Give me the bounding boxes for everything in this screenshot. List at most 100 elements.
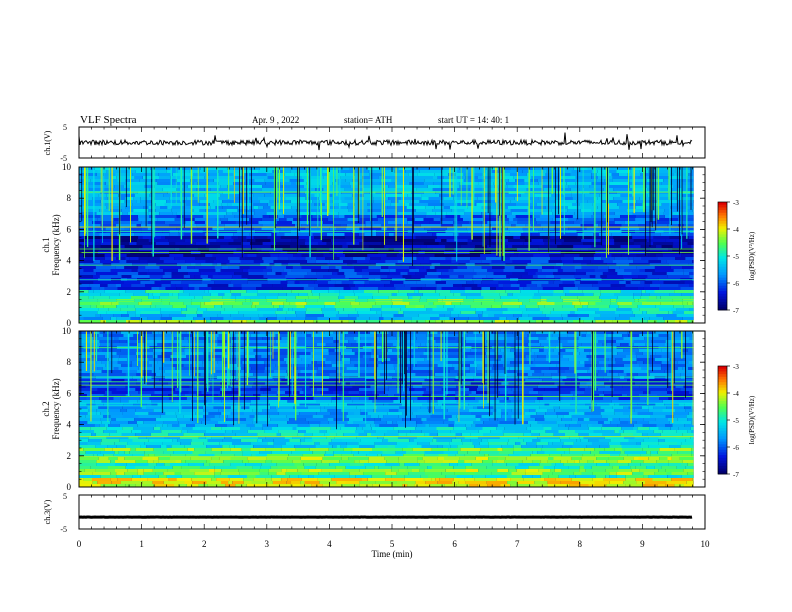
spectrogram-cell — [564, 176, 576, 179]
spectrogram-cell — [572, 302, 581, 305]
spectrogram-cell — [591, 209, 609, 212]
spectrogram-cell — [407, 221, 413, 224]
spectrogram-cell — [684, 281, 694, 284]
spectrogram-cell — [101, 439, 120, 442]
waveform-line — [78, 132, 693, 151]
spectrogram-cell — [390, 203, 405, 206]
spectrogram-cell — [266, 320, 288, 323]
spectrogram-cell — [508, 454, 520, 457]
spectrogram-cell — [79, 248, 99, 251]
spectrogram-cell — [553, 266, 561, 269]
spectrogram-cell — [129, 242, 137, 245]
spectrogram-cell — [297, 424, 310, 427]
spectrogram-cell — [412, 224, 421, 227]
spectrogram-cell — [469, 188, 484, 191]
spectrogram-cell — [369, 272, 390, 275]
spectrogram-cell — [465, 373, 477, 376]
spectrogram-cell — [292, 266, 302, 269]
spectrogram-cell — [160, 373, 176, 376]
spectrogram-cell — [388, 403, 402, 406]
spectrogram-cell — [374, 442, 397, 445]
spectrogram-cell — [100, 320, 106, 323]
spectrogram-cell — [472, 442, 480, 445]
spectrogram-cell — [551, 373, 561, 376]
spectrogram-cell — [184, 218, 195, 221]
spectrogram-cell — [501, 233, 521, 236]
spectrogram-cell — [262, 185, 283, 188]
spectrogram-cell — [561, 260, 574, 263]
spectrogram-cell — [100, 293, 120, 296]
spectrogram-cell — [691, 448, 694, 451]
spectrogram-cell — [259, 311, 276, 314]
spectrogram-cell — [535, 320, 554, 323]
spectrogram-cell — [294, 173, 311, 176]
spectrogram-cell — [449, 331, 464, 334]
spectrogram-cell — [119, 245, 125, 248]
spectrogram-cell — [152, 293, 160, 296]
spectrogram-cell — [559, 176, 565, 179]
spectrogram-cell — [642, 424, 657, 427]
spectrogram-cell — [191, 400, 207, 403]
spectrogram-cell — [198, 269, 216, 272]
spectrogram-cell — [177, 394, 185, 397]
spectrogram-cell — [463, 173, 483, 176]
spectrogram-cell — [195, 257, 216, 260]
spectrogram-cell — [314, 236, 325, 239]
spectrogram-cell — [369, 281, 391, 284]
spectrogram-cell — [447, 394, 456, 397]
spectrogram-cell — [198, 436, 206, 439]
spectrogram-cell — [668, 311, 673, 314]
spectrogram-cell — [242, 320, 247, 323]
spectrogram-cell — [493, 406, 507, 409]
spectrogram-cell — [183, 290, 205, 293]
spectrogram-cell — [688, 236, 694, 239]
spectrogram-cell — [151, 302, 163, 305]
spectrogram-cell — [131, 361, 149, 364]
spectrogram-cell — [207, 212, 227, 215]
spectrogram-cell — [312, 415, 324, 418]
spectrogram-cell — [553, 308, 567, 311]
spectrogram-cell — [190, 442, 204, 445]
spectrogram-cell — [543, 427, 552, 430]
spectrogram-cell — [282, 185, 304, 188]
spectrogram-cell — [617, 203, 630, 206]
spectrogram-cell — [573, 167, 588, 170]
spectrogram-cell — [394, 182, 410, 185]
spectrogram-cell — [231, 385, 253, 388]
spectrogram-cell — [632, 427, 638, 430]
spectrogram-cell — [323, 176, 341, 179]
spectrogram-cell — [594, 394, 600, 397]
spectrogram-cell — [93, 373, 107, 376]
spectrogram-cell — [559, 394, 574, 397]
spectrogram-cell — [686, 188, 694, 191]
spectrogram-cell — [633, 239, 647, 242]
spectrogram-cell — [417, 397, 437, 400]
spectrogram-cell — [109, 200, 121, 203]
spectrogram-cell — [370, 257, 381, 260]
spectrogram-cell — [208, 182, 219, 185]
spectrogram-cell — [192, 451, 206, 454]
spectrogram-cell — [661, 260, 667, 263]
spectrogram-cell — [645, 388, 667, 391]
spectrogram-cell — [184, 194, 194, 197]
spectrogram-cell — [237, 364, 250, 367]
spectrogram-cell — [366, 454, 378, 457]
spectrogram-cell — [147, 260, 164, 263]
spectrogram-cell — [541, 370, 558, 373]
spectrogram-cell — [410, 430, 422, 433]
spectrogram-cell — [653, 182, 662, 185]
spectrogram-cell — [545, 358, 560, 361]
spectrogram-cell — [496, 409, 502, 412]
spectrogram-cell — [435, 320, 445, 323]
spectrogram-cell — [297, 433, 304, 436]
spectrogram-cell — [680, 287, 694, 290]
spectrogram-cell — [571, 379, 590, 382]
spectrogram-cell — [582, 305, 588, 308]
spectrogram-cell — [570, 311, 575, 314]
spectrogram-cell — [464, 287, 472, 290]
spectrogram-cell — [132, 454, 145, 457]
spectrogram-cell — [584, 412, 601, 415]
spectrogram-cell — [689, 308, 694, 311]
spectrogram-cell — [476, 373, 485, 376]
spectrogram-cell — [630, 203, 643, 206]
